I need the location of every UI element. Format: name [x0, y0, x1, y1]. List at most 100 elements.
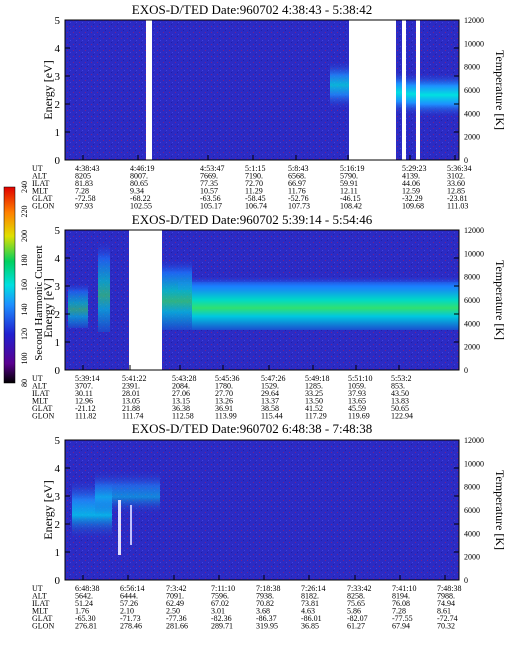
table-cell: 67.94: [392, 622, 410, 631]
table-cell: 3.01: [211, 607, 225, 616]
panel-1: EXOS-D/TED Date:960702 4:38:43 - 5:38:42…: [32, 2, 505, 211]
table-cell: 4.63: [301, 607, 315, 616]
table-cell: 115.44: [261, 412, 283, 421]
table-cell: 7:11:10: [211, 584, 235, 593]
row-label: ILAT: [32, 389, 49, 398]
table-cell: 13.65: [348, 397, 366, 406]
table-cell: 108.42: [340, 202, 362, 211]
table-cell: 57.26: [120, 599, 138, 608]
table-cell: 11.29: [245, 187, 263, 196]
panel-1-data-gap: [402, 20, 406, 160]
table-cell: 111.74: [122, 412, 143, 421]
table-cell: 27.06: [172, 389, 190, 398]
table-cell: -72.58: [75, 194, 96, 203]
panel-2-title: EXOS-D/TED Date:960702 5:39:14 - 5:54:46: [132, 212, 373, 227]
row-label: MLT: [32, 607, 48, 616]
table-cell: 2391.: [122, 382, 140, 391]
table-cell: 43.50: [391, 389, 409, 398]
table-cell: 6:48:38: [75, 584, 99, 593]
table-cell: -77.55: [392, 614, 413, 623]
table-cell: 111.03: [447, 202, 468, 211]
panel-2-frame: [64, 229, 460, 371]
table-cell: 45.59: [348, 404, 366, 413]
table-cell: 5:39:14: [75, 374, 99, 383]
table-cell: -72.74: [437, 614, 458, 623]
table-cell: 36.91: [215, 404, 233, 413]
table-cell: 4139.: [402, 172, 420, 181]
table-cell: 1.76: [75, 607, 89, 616]
table-cell: 2.50: [166, 607, 180, 616]
colorbar-tick-label: 180: [20, 255, 29, 267]
y-tick-label: 0: [55, 365, 61, 377]
colorbar-label: Second Harmonic Current: [33, 245, 45, 360]
table-cell: 6:56:14: [120, 584, 144, 593]
table-cell: 8258.: [347, 592, 365, 601]
y2-tick-label: 8000: [464, 273, 480, 282]
row-label: GLON: [32, 202, 54, 211]
row-label: UT: [32, 374, 43, 383]
table-cell: 76.08: [392, 599, 410, 608]
y-tick-label: 1: [55, 127, 61, 139]
colorbar-tick-label: 220: [20, 206, 29, 218]
colorbar-scale: [3, 186, 16, 384]
table-cell: 50.65: [391, 404, 409, 413]
panel-3-axes: 0 1 2 3 4 5 0 2000 4000 6000 8000 10000 12000: [55, 435, 485, 587]
panel-3-frame: [64, 439, 460, 581]
panel-2-ylabel: Energy [eV]: [41, 278, 55, 337]
table-cell: 7:48:38: [437, 584, 461, 593]
colorbar-ticks: 80 100 120 140 160 180 200 220 240: [20, 181, 29, 387]
table-cell: 12.96: [75, 397, 93, 406]
table-cell: 113.99: [215, 412, 237, 421]
y2-tick-label: 10000: [464, 459, 484, 468]
table-cell: 7:33:42: [347, 584, 371, 593]
table-cell: 7669.: [200, 172, 218, 181]
panel-1-band: [396, 70, 402, 115]
table-cell: 66.97: [288, 179, 306, 188]
table-cell: 109.68: [402, 202, 424, 211]
table-cell: 13.50: [305, 397, 323, 406]
y2-tick-label: 2000: [464, 343, 480, 352]
row-label: ALT: [32, 172, 47, 181]
table-cell: 7988.: [437, 592, 455, 601]
table-cell: -71.73: [120, 614, 141, 623]
y2-tick-label: 6000: [464, 86, 480, 95]
table-cell: -52.76: [288, 194, 309, 203]
table-cell: 122.94: [391, 412, 413, 421]
panel-1-frame: [64, 19, 460, 161]
table-cell: 12.11: [340, 187, 358, 196]
table-cell: 27.70: [215, 389, 233, 398]
y-tick-label: 0: [55, 155, 61, 167]
panel-2-axes: 0 1 2 3 4 5 0 2000 4000 6000 8000 10000 12000: [55, 225, 485, 377]
y-tick-label: 4: [55, 43, 61, 55]
y-tick-label: 2: [55, 519, 61, 531]
table-cell: 5:41:22: [122, 374, 146, 383]
table-cell: 13.26: [215, 397, 233, 406]
table-cell: -46.15: [340, 194, 361, 203]
y2-tick-label: 6000: [464, 506, 480, 515]
table-cell: 1529.: [261, 382, 279, 391]
table-cell: 112.58: [172, 412, 194, 421]
y-tick-label: 5: [55, 15, 61, 27]
table-cell: -63.56: [200, 194, 221, 203]
y-tick-label: 3: [55, 71, 61, 83]
table-cell: 74.94: [437, 599, 455, 608]
panel-1-axes: 0 1 2 3 4 5 0 2000 4000 6000 8000 10000 12000: [55, 15, 485, 167]
table-cell: 5:53:2: [391, 374, 411, 383]
table-cell: 5:49:18: [305, 374, 329, 383]
y2-tick-label: 8000: [464, 63, 480, 72]
y-tick-label: 1: [55, 547, 61, 559]
row-label: MLT: [32, 397, 48, 406]
table-cell: -77.36: [166, 614, 187, 623]
table-cell: 5:8:43: [288, 164, 308, 173]
y2-tick-label: 2000: [464, 133, 480, 142]
table-cell: 41.52: [305, 404, 323, 413]
y2-tick-label: 12000: [464, 16, 484, 25]
table-cell: 11.76: [288, 187, 306, 196]
panel-2: EXOS-D/TED Date:960702 5:39:14 - 5:54:46…: [32, 212, 505, 421]
row-label: GLAT: [32, 194, 53, 203]
row-label: ILAT: [32, 599, 49, 608]
panel-2-band: [192, 275, 459, 330]
table-cell: 5:51:10: [348, 374, 372, 383]
panel-2-band: [68, 282, 88, 328]
